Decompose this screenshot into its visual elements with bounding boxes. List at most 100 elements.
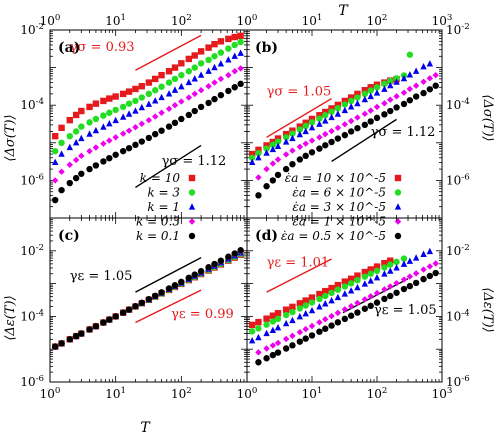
left-axis-label-top: ⟨Δσ(T)⟩ bbox=[3, 114, 18, 161]
series-1-point bbox=[354, 276, 361, 284]
series-1-point bbox=[185, 68, 193, 75]
series-0-point bbox=[316, 112, 323, 119]
series-2-point bbox=[132, 107, 139, 114]
series-2-point bbox=[334, 110, 342, 117]
series-0 bbox=[51, 32, 244, 140]
series-2-point bbox=[231, 52, 238, 59]
series-1-point bbox=[132, 97, 139, 105]
slope-reference-line bbox=[331, 118, 397, 162]
series-0-point bbox=[112, 93, 119, 100]
series-4-point bbox=[334, 135, 342, 142]
series-4-point bbox=[237, 247, 244, 254]
series-2-point bbox=[263, 149, 270, 156]
series-0-point bbox=[248, 321, 256, 329]
x-tick-label: 100 bbox=[40, 13, 61, 28]
series-0-point bbox=[296, 300, 304, 307]
series-1-point bbox=[72, 128, 80, 135]
series-3-point bbox=[432, 71, 439, 79]
series-3-point bbox=[191, 90, 198, 98]
series-2-point bbox=[302, 310, 309, 317]
series-1-point bbox=[308, 299, 316, 306]
series-3-point bbox=[347, 117, 355, 125]
series-2-point bbox=[412, 254, 420, 261]
series-4-point bbox=[78, 330, 85, 337]
series-1-point bbox=[86, 119, 93, 126]
series-1-point bbox=[237, 38, 244, 46]
series-1-point bbox=[328, 289, 335, 297]
series-2-point bbox=[58, 150, 65, 157]
left-axis-label-bottom: ⟨Δε(T)⟩ bbox=[3, 295, 18, 340]
series-1-point bbox=[289, 130, 296, 137]
series-0-point bbox=[145, 79, 153, 86]
legend: k = 10k = 3k = 1k = 0.3k = 0.1 bbox=[136, 171, 196, 243]
series-3-point bbox=[158, 109, 165, 116]
series-2-point bbox=[178, 82, 185, 90]
series-1-point bbox=[302, 302, 309, 309]
series-3-point bbox=[341, 121, 349, 128]
series-4-point bbox=[269, 351, 277, 359]
series-0 bbox=[248, 257, 394, 329]
series-0-point bbox=[66, 116, 73, 124]
series-0-point bbox=[341, 97, 349, 105]
series-0-point bbox=[197, 48, 205, 55]
series-1-point bbox=[92, 115, 100, 123]
series-3-point bbox=[78, 152, 85, 160]
x-tick-label: 102 bbox=[367, 13, 388, 28]
legend-label: k = 1 bbox=[147, 200, 180, 214]
series-2-point bbox=[308, 306, 316, 314]
slope-annotation: γε = 1.01 bbox=[267, 256, 330, 271]
slope-annotation: γσ = 1.12 bbox=[162, 154, 227, 169]
series-2-point bbox=[152, 97, 159, 104]
series-4-point bbox=[152, 130, 159, 138]
x-tick-label: 101 bbox=[105, 386, 126, 401]
x-tick-label: 103 bbox=[432, 386, 453, 401]
series-2 bbox=[248, 60, 434, 166]
series-1-point bbox=[274, 315, 282, 323]
legend-label: ε̇a = 3 × 10^-5 bbox=[292, 200, 386, 214]
legend-label: ε̇a = 6 × 10^-5 bbox=[292, 186, 386, 200]
series-1-point bbox=[100, 112, 107, 119]
panel-c: 100 101 102 10-6 10-4 10-2 γε = 1.05 γε = 0.99 (… bbox=[20, 217, 248, 401]
series-4-point bbox=[347, 128, 355, 135]
series-0-point bbox=[308, 115, 316, 123]
series-1-point bbox=[393, 258, 400, 266]
panel-a: 100 101 102 10-6 10-4 10-2 γσ = 0.93 γσ = 1.12 (… bbox=[20, 13, 248, 243]
series-0-point bbox=[269, 312, 277, 319]
y-tick-label: 10-4 bbox=[446, 97, 470, 112]
series-4-point bbox=[432, 82, 439, 89]
series-4-point bbox=[86, 326, 93, 333]
series-3-point bbox=[322, 316, 329, 323]
series-4-point bbox=[282, 345, 290, 352]
series-4-point bbox=[78, 170, 85, 177]
legend-label: k = 3 bbox=[147, 186, 180, 200]
series-2 bbox=[51, 49, 244, 166]
series-2-point bbox=[406, 257, 414, 264]
series-0-point bbox=[302, 297, 309, 304]
series-2-point bbox=[367, 277, 374, 284]
series-2-point bbox=[381, 85, 388, 92]
series-4-point bbox=[197, 103, 205, 111]
series-2-point bbox=[263, 329, 270, 337]
series-1-point bbox=[125, 100, 133, 107]
series-2-point bbox=[400, 74, 408, 82]
series-3-point bbox=[328, 127, 335, 135]
series-4-point bbox=[132, 141, 139, 149]
series-3-point bbox=[381, 286, 388, 293]
series-1-point bbox=[255, 149, 262, 157]
series-4-point bbox=[119, 147, 127, 155]
series-1-point bbox=[347, 97, 355, 105]
series-4-point bbox=[58, 340, 65, 347]
series-4-point bbox=[316, 145, 323, 152]
y-tick-label: 10-4 bbox=[20, 308, 44, 323]
slope-annotation: γσ = 1.12 bbox=[371, 125, 436, 140]
legend-3-point bbox=[188, 218, 196, 225]
series-0-point bbox=[185, 55, 193, 63]
series-0-point bbox=[347, 275, 355, 283]
legend-4-point bbox=[394, 232, 402, 240]
series-2-point bbox=[420, 250, 427, 257]
slope-reference-line bbox=[135, 256, 202, 293]
series-4-point bbox=[132, 302, 139, 310]
series-3-point bbox=[387, 96, 394, 103]
series-3-point bbox=[132, 123, 139, 131]
series-3-point bbox=[406, 273, 414, 280]
